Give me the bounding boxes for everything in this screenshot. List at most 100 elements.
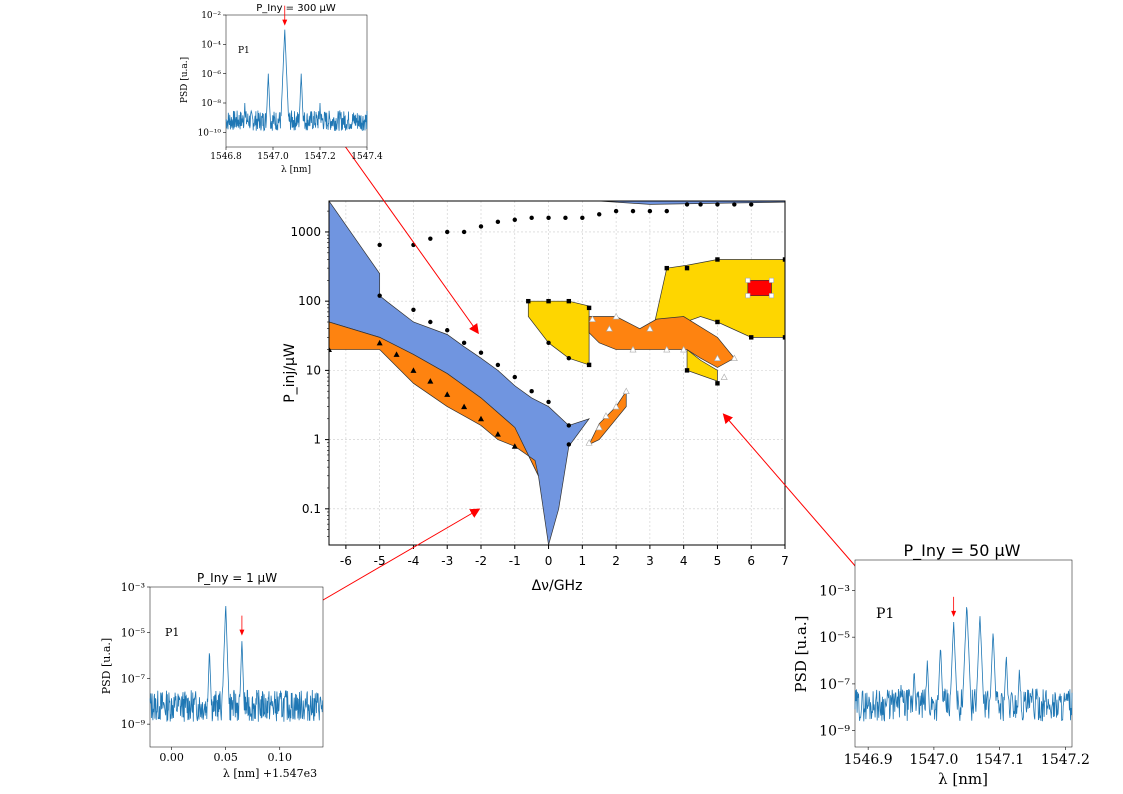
inset-right-x-label: λ [nm] [938,770,988,788]
marker-circle [732,202,737,207]
marker-circle [428,236,433,241]
marker-square [546,298,551,304]
marker-circle [411,307,416,313]
marker-circle [529,389,534,394]
inset-y-tick-label: 10⁻⁷ [121,672,146,685]
inset-x-tick-label: 1547.4 [351,152,383,162]
marker-open-triangle [605,325,613,332]
marker-circle [445,328,450,333]
marker-circle [529,215,534,221]
marker-open-triangle [720,373,728,380]
inset-x-tick-label: 1546.9 [844,752,893,768]
marker-circle [566,423,572,428]
main-markers [329,202,785,449]
marker-circle [664,208,669,214]
marker-circle [566,355,572,361]
inset-right-plot [854,596,1073,722]
inset-top-x-ticks: 1546.8 1547.0 1547.2 1547.4 [210,147,383,162]
marker-triangle [329,346,332,353]
marker-open-triangle [730,354,738,361]
marker-square [782,257,785,262]
marker-open-triangle [602,412,610,419]
arrow-right-inset [722,413,877,591]
marker-open-triangle [595,423,603,431]
inset-x-tick-label: 1547.0 [257,152,289,162]
marker-triangle [410,367,417,373]
inset-right-annotation: P1 [876,606,894,622]
inset-x-tick-label: 1546.8 [210,152,242,162]
marker-circle [546,340,551,346]
marker-triangle [444,391,451,397]
inset-y-tick-label: 10⁻⁴ [201,40,221,50]
inset-top-x-label: λ [nm] [281,165,311,175]
inset-left-x-ticks: 0.00 0.05 0.10 [159,747,292,764]
inset-top-title: P_Iny = 300 μW [256,3,336,14]
marker-open-triangle [622,387,630,395]
peak-marker-head [282,19,288,26]
marker-square [526,298,531,304]
inset-x-tick-label: 0.05 [213,751,238,764]
marker-circle [546,399,551,405]
marker-circle [445,229,450,235]
region-6 [686,348,718,382]
main-y-tick-label: 100 [298,294,321,308]
inset-left-spectrum: P_Iny = 1 μW P1 0.00 0.05 0.10 10⁻³10⁻⁵10⁻… [100,571,324,780]
marker-circle [495,362,501,368]
region-7 [588,316,735,368]
marker-circle [377,242,382,248]
region-4 [527,300,590,366]
main-y-tick-label: 1000 [290,225,321,239]
inset-top-y-label: PSD [u.a.] [180,57,190,103]
main-y-tick-label: 1 [313,433,321,447]
marker-square [684,265,690,271]
main-x-tick-label: 6 [747,554,755,568]
inset-x-tick-label: 1547.1 [975,752,1024,768]
spectrum-line [149,605,324,722]
marker-triangle [393,351,400,357]
main-x-tick-label: 7 [781,554,789,568]
inset-y-tick-label: 10⁻⁶ [201,70,221,80]
arrow-top-inset [336,134,479,335]
inset-x-tick-label: 1547.2 [304,152,336,162]
inset-y-tick-label: 10⁻⁷ [819,677,850,693]
marker-circle [597,212,602,217]
marker-circle [377,293,382,298]
inset-left-y-ticks: 10⁻³ 10⁻⁵ 10⁻⁷ 10⁻⁹ [121,581,150,731]
marker-circle [546,215,551,221]
marker-open-square [745,293,751,299]
main-x-tick-label: 5 [714,554,722,568]
main-y-ticks: 0.1 1 10 100 1000 [290,210,329,537]
main-x-ticks: -6 -5 -4 -3 -2 -1 0 1 2 3 4 5 6 7 [340,545,789,568]
marker-open-triangle [713,354,721,361]
marker-square [715,257,720,262]
inset-left-plot [149,605,324,722]
marker-square [586,362,592,368]
marker-square [749,335,754,340]
peak-marker-head [951,610,957,617]
marker-square [715,381,720,386]
main-regions [329,201,785,545]
marker-circle [613,208,619,214]
main-y-tick-label: 10 [306,363,321,377]
inset-y-tick-label: 10⁻⁵ [121,627,145,640]
marker-circle [580,215,585,221]
inset-top-spectrum: P_Iny = 300 μW P1 1546.8 1547.0 1547.2 1547… [180,3,383,175]
peak-marker-head [239,629,245,636]
marker-circle [563,215,568,221]
inset-left-x-label: λ [nm] +1.547e3 [223,767,317,780]
inset-left-y-label: PSD [u.a.] [100,638,113,694]
main-x-tick-label: -4 [407,554,419,568]
main-x-tick-label: -2 [475,554,487,568]
main-frame [328,200,786,546]
inset-right-spectrum: P_Iny = 50 μW P1 1546.9 1547.0 1547.1 1547.… [792,541,1090,788]
marker-circle [428,319,433,325]
main-x-tick-label: -5 [374,554,386,568]
inset-left-annotation: P1 [165,626,179,639]
inset-right-x-ticks: 1546.9 1547.0 1547.1 1547.2 [844,747,1090,768]
inset-top-y-ticks: 10⁻² 10⁻⁴ 10⁻⁶ 10⁻⁸ 10⁻¹⁰ [198,11,226,138]
main-y-axis-label: P_inj/μW [282,343,298,403]
main-phase-diagram: -6 -5 -4 -3 -2 -1 0 1 2 3 4 5 6 7 0.1 1 10 100 1000 Δν/GH… [282,200,789,594]
inset-x-tick-label: 0.10 [268,751,293,764]
marker-open-triangle [585,439,593,446]
